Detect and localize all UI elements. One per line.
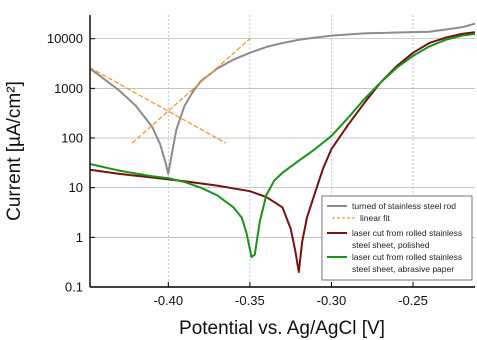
- y-tick-label: 0.1: [65, 280, 83, 295]
- x-tick-label: -0.40: [153, 293, 183, 308]
- axes: [89, 15, 475, 288]
- series-1-segment-1: [131, 38, 251, 144]
- legend-label: turned of stainless steel rod: [352, 201, 456, 211]
- legend-label: steel sheet, polished: [352, 240, 430, 250]
- y-tick-label: 100: [61, 131, 83, 146]
- legend-label: laser cut from rolled stainless: [352, 228, 462, 238]
- ticks: -0.40 -0.35 -0.30 -0.25 0.1 1 10 100 1000 10000: [47, 31, 428, 308]
- x-tick-label: -0.35: [235, 293, 265, 308]
- series-3-line: [90, 32, 475, 259]
- x-tick-label: -0.25: [398, 293, 428, 308]
- series-layer: [90, 22, 475, 274]
- series-2-line: [90, 31, 475, 274]
- legend: turned of stainless steel rod linear fit l…: [321, 195, 473, 281]
- y-tick-label: 1: [76, 230, 83, 245]
- legend-box: [321, 195, 473, 281]
- y-tick-label: 1000: [54, 81, 83, 96]
- legend-label: linear fit: [360, 213, 390, 223]
- legend-label: steel sheet, abrasive paper: [352, 264, 454, 274]
- x-tick-label: -0.30: [317, 293, 347, 308]
- legend-label: laser cut from rolled stainless: [352, 252, 462, 262]
- grid: [90, 15, 475, 287]
- y-axis-title: Current [µA/cm²]: [4, 81, 25, 221]
- y-tick-label: 10000: [47, 31, 83, 46]
- x-axis-title: Potential vs. Ag/AgCl [V]: [179, 318, 385, 339]
- series-1-segment-0: [90, 67, 227, 144]
- y-tick-label: 10: [69, 180, 83, 195]
